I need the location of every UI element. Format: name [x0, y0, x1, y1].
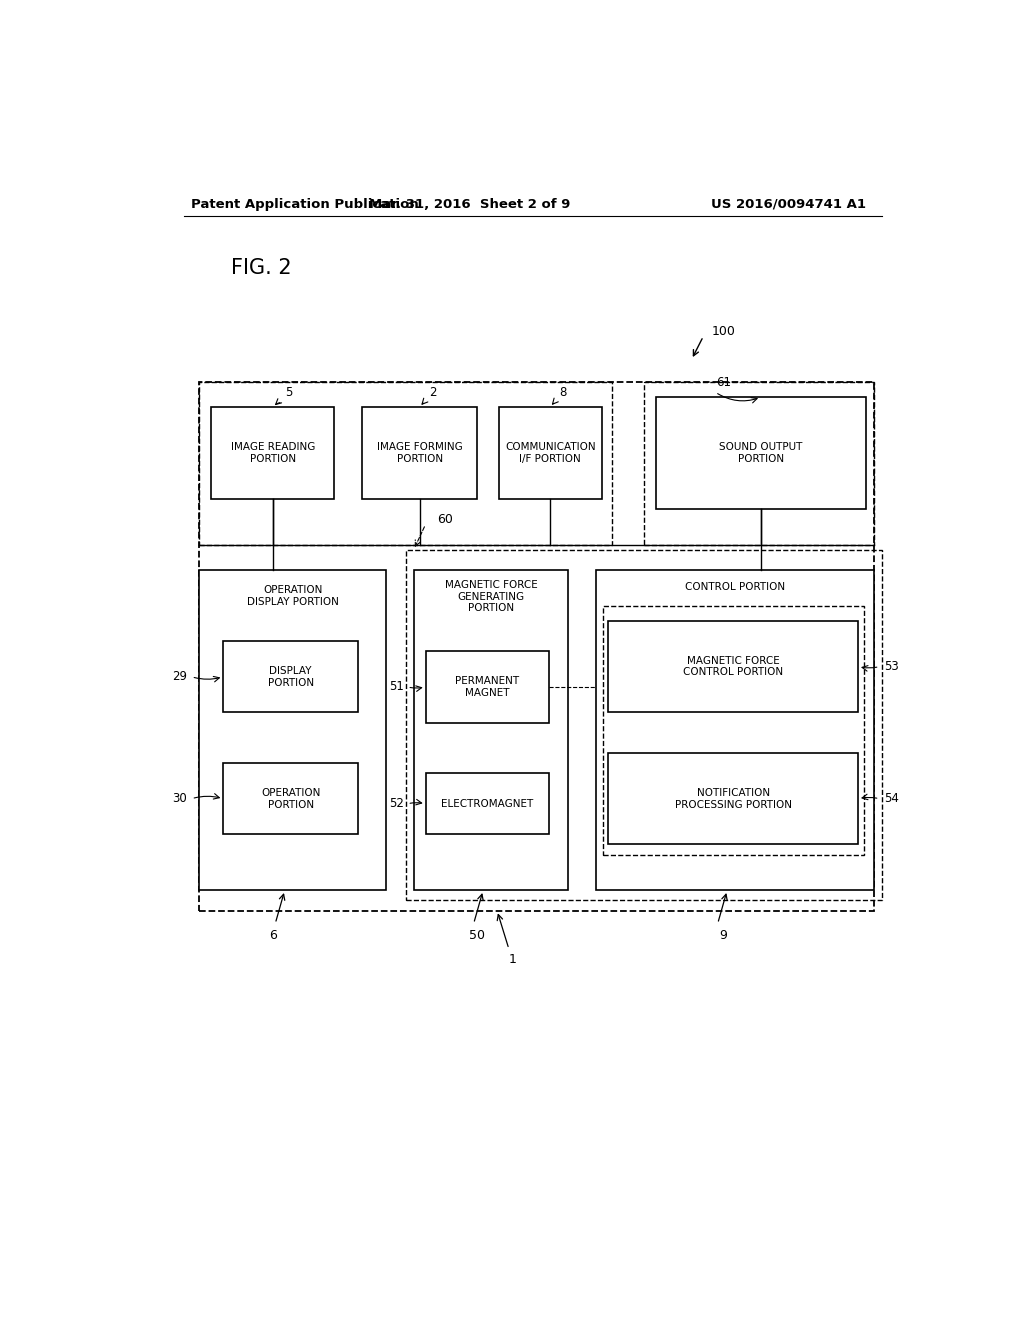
Bar — [223, 763, 358, 834]
Text: DISPLAY
PORTION: DISPLAY PORTION — [267, 667, 313, 688]
Text: MAGNETIC FORCE
GENERATING
PORTION: MAGNETIC FORCE GENERATING PORTION — [444, 581, 538, 614]
Bar — [223, 642, 358, 713]
Text: Patent Application Publication: Patent Application Publication — [191, 198, 419, 211]
Bar — [596, 570, 873, 890]
Text: FIG. 2: FIG. 2 — [231, 259, 292, 279]
Text: PERMANENT
MAGNET: PERMANENT MAGNET — [455, 676, 519, 698]
Text: 9: 9 — [719, 929, 727, 942]
Bar — [608, 620, 858, 713]
Text: 29: 29 — [172, 671, 187, 684]
Bar — [426, 651, 549, 722]
Text: 61: 61 — [716, 375, 731, 388]
Bar — [644, 381, 873, 545]
Bar — [414, 570, 568, 890]
Text: NOTIFICATION
PROCESSING PORTION: NOTIFICATION PROCESSING PORTION — [675, 788, 792, 809]
Text: 54: 54 — [884, 792, 899, 805]
Text: 60: 60 — [437, 512, 454, 525]
Text: 52: 52 — [389, 797, 403, 810]
Bar — [200, 381, 873, 911]
Bar — [655, 397, 866, 510]
Bar — [406, 549, 882, 900]
Text: IMAGE FORMING
PORTION: IMAGE FORMING PORTION — [377, 442, 463, 463]
Text: 50: 50 — [469, 929, 484, 942]
Text: 30: 30 — [172, 792, 187, 805]
Bar — [499, 408, 602, 499]
Bar — [602, 606, 864, 854]
Text: 53: 53 — [884, 660, 899, 673]
Bar — [362, 408, 477, 499]
Text: ELECTROMAGNET: ELECTROMAGNET — [441, 799, 534, 809]
Bar — [200, 570, 386, 890]
Text: CONTROL PORTION: CONTROL PORTION — [685, 582, 785, 593]
Bar — [608, 752, 858, 845]
Text: IMAGE READING
PORTION: IMAGE READING PORTION — [230, 442, 315, 463]
Text: MAGNETIC FORCE
CONTROL PORTION: MAGNETIC FORCE CONTROL PORTION — [683, 656, 783, 677]
Text: SOUND OUTPUT
PORTION: SOUND OUTPUT PORTION — [719, 442, 803, 463]
Text: 1: 1 — [509, 953, 517, 966]
Text: OPERATION
DISPLAY PORTION: OPERATION DISPLAY PORTION — [247, 585, 339, 607]
Text: Mar. 31, 2016  Sheet 2 of 9: Mar. 31, 2016 Sheet 2 of 9 — [369, 198, 570, 211]
Text: 6: 6 — [269, 929, 276, 942]
Text: COMMUNICATION
I/F PORTION: COMMUNICATION I/F PORTION — [505, 442, 596, 463]
Text: US 2016/0094741 A1: US 2016/0094741 A1 — [711, 198, 866, 211]
Text: 100: 100 — [712, 325, 735, 338]
Text: OPERATION
PORTION: OPERATION PORTION — [261, 788, 321, 809]
Bar — [426, 774, 549, 834]
Text: 51: 51 — [389, 680, 403, 693]
Bar — [211, 408, 334, 499]
Text: 5: 5 — [286, 385, 293, 399]
Bar — [200, 381, 612, 545]
Text: 2: 2 — [429, 385, 436, 399]
Text: 8: 8 — [559, 385, 566, 399]
